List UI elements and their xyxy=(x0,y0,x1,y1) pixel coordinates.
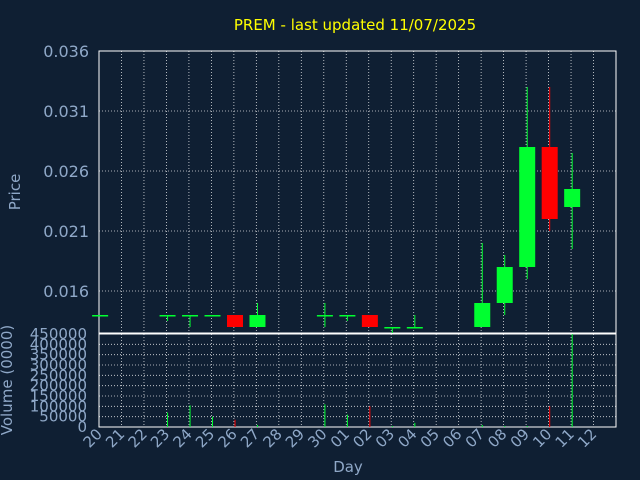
price-axis-label: Price xyxy=(6,174,24,211)
volume-tick-label: 0 xyxy=(77,418,87,436)
x-axis-label: Day xyxy=(333,458,363,476)
candle-body xyxy=(384,327,401,329)
volume-tick-label: 250000 xyxy=(30,366,87,384)
candle-body xyxy=(361,315,378,327)
volume-frame xyxy=(98,333,617,428)
volume-tick-label: 450000 xyxy=(30,325,87,343)
candle-body xyxy=(204,315,221,317)
volume-tick-label: 350000 xyxy=(30,346,87,364)
volume-panel: 4500004000003500003000002500002000001500… xyxy=(30,325,617,436)
volume-tick-label: 150000 xyxy=(30,387,87,405)
volume-axis-label: Volume (0000) xyxy=(0,325,16,435)
candle-body xyxy=(159,315,176,317)
candle-body xyxy=(541,147,558,219)
chart-title: PREM - last updated 11/07/2025 xyxy=(234,16,476,34)
x-axis-ticks: 2021222324252627282930010203040506070809… xyxy=(80,425,601,451)
volume-tick-label: 50000 xyxy=(39,408,87,426)
price-panel: 0.036 0.031 0.026 0.021 0.016 xyxy=(43,42,617,334)
volume-tick-label: 300000 xyxy=(30,356,87,374)
candle-body xyxy=(316,315,333,317)
price-frame xyxy=(98,50,617,334)
candle-body xyxy=(182,315,199,317)
candle-body xyxy=(496,267,513,303)
x-tick-label: 12 xyxy=(574,425,600,451)
candle-body xyxy=(474,303,491,327)
volume-tick-label: 100000 xyxy=(30,397,87,415)
candle-body xyxy=(564,189,581,207)
candle-body xyxy=(406,327,423,329)
volume-tick-label: 400000 xyxy=(30,335,87,353)
candle-body xyxy=(226,315,243,327)
price-tick-label: 0.026 xyxy=(43,162,89,181)
price-tick-label: 0.031 xyxy=(43,102,89,121)
candle-body xyxy=(519,147,536,267)
price-tick-label: 0.036 xyxy=(43,42,89,61)
volume-tick-label: 200000 xyxy=(30,377,87,395)
price-tick-label: 0.021 xyxy=(43,222,89,241)
candle-body xyxy=(339,315,356,317)
candle-body xyxy=(249,315,266,327)
candle-body xyxy=(92,315,109,317)
price-tick-label: 0.016 xyxy=(43,282,89,301)
